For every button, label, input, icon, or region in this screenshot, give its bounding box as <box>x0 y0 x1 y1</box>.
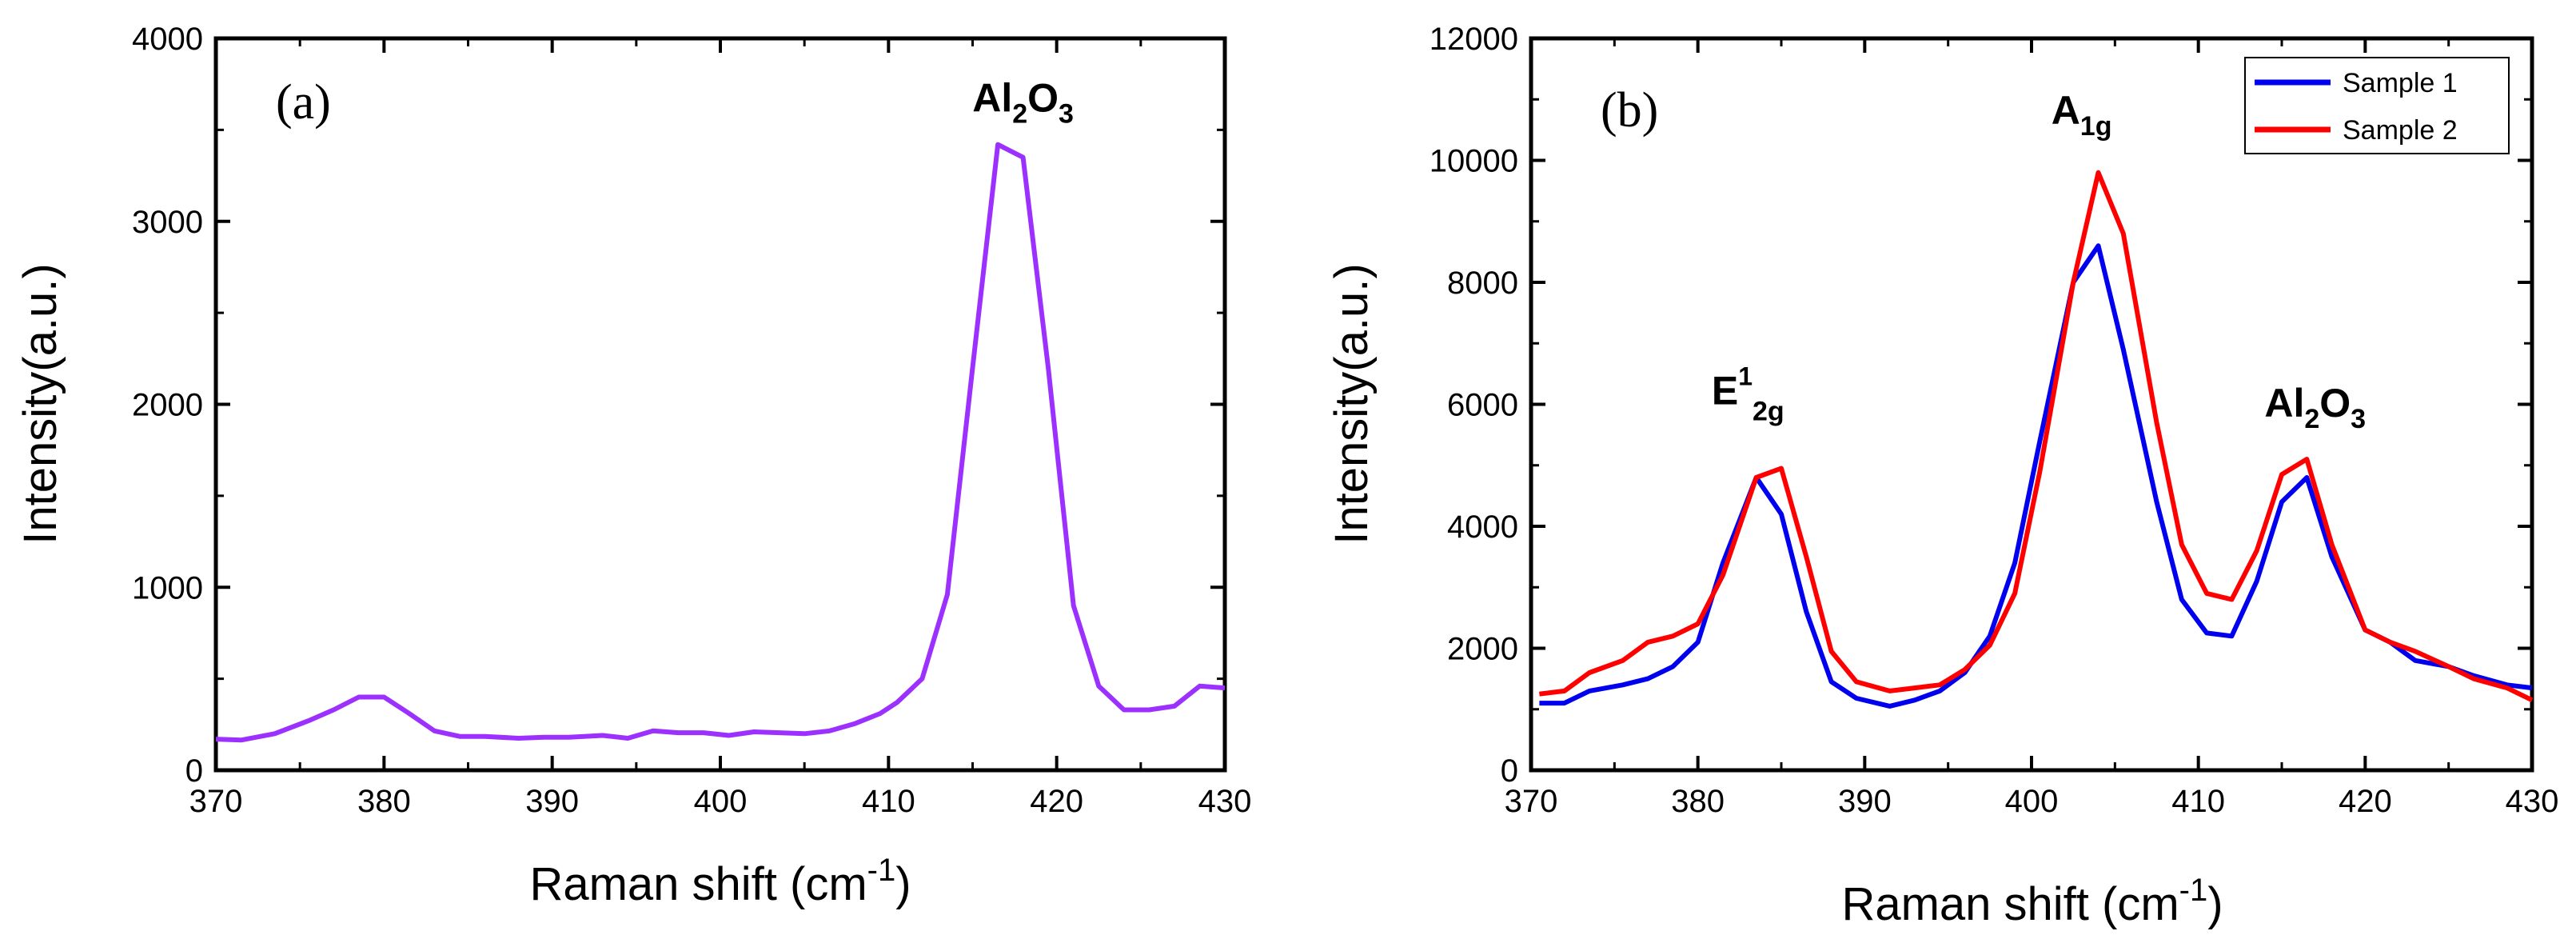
annotation-part: A <box>2052 88 2080 133</box>
y-tick-label: 12000 <box>1430 22 1518 57</box>
peak-annotation: E12g <box>1712 362 1784 427</box>
annotation-part: 2 <box>1012 99 1027 130</box>
x-axis-label-a-end: ) <box>895 858 911 910</box>
x-tick-label: 420 <box>1030 784 1083 819</box>
x-tick-label: 370 <box>189 784 243 819</box>
y-tick-label: 6000 <box>1447 388 1518 423</box>
annotation-part: E <box>1712 369 1738 414</box>
x-axis-label-a-base: Raman shift (cm <box>529 858 867 910</box>
x-axis-label-b-end: ) <box>2207 878 2223 930</box>
x-tick-label: 420 <box>2339 784 2392 819</box>
x-tick-label: 370 <box>1505 784 1558 819</box>
series-line-spectrum <box>215 142 1226 743</box>
chart-panel-b: 370 380 390 400 410 420 430 0 2000 4000 6000 8000 10… <box>1326 22 2558 930</box>
x-tick-label: 390 <box>1838 784 1892 819</box>
peak-annotation: Al2O3 <box>972 76 1074 130</box>
annotation-part: 2 <box>2304 404 2319 434</box>
peak-annotation: A1g <box>2052 88 2112 142</box>
y-axis-label-a: Intensity(a.u.) <box>14 263 66 544</box>
x-axis-label-a-sup: -1 <box>867 853 896 888</box>
x-axis-label-b: Raman shift (cm-1) <box>1841 873 2223 930</box>
annotation-part: 2g <box>1753 397 1784 427</box>
x-tick-label: 400 <box>2005 784 2059 819</box>
legend-label-sample-2: Sample 2 <box>2343 115 2458 146</box>
y-tick-label: 0 <box>1501 753 1518 789</box>
x-axis-label-a: Raman shift (cm-1) <box>529 853 911 910</box>
annotation-part: 3 <box>1059 99 1074 130</box>
y-tick-label: 8000 <box>1447 266 1518 301</box>
peak-annotation: Al2O3 <box>2264 381 2366 434</box>
annotation-part: 1g <box>2080 111 2112 142</box>
axis-ticks-a: 370 380 390 400 410 420 430 0 1000 2000 3000 4000 <box>132 22 1251 819</box>
annotations-a: Al2O3 <box>972 76 1074 130</box>
x-tick-label: 430 <box>1198 784 1252 819</box>
annotation-part: Al <box>972 76 1012 121</box>
annotation-part: 3 <box>2351 404 2366 434</box>
y-tick-label: 1000 <box>132 570 203 605</box>
x-tick-label: 390 <box>525 784 579 819</box>
x-tick-label: 410 <box>862 784 915 819</box>
y-tick-label: 0 <box>185 753 203 789</box>
y-tick-label: 2000 <box>1447 632 1518 667</box>
annotation-part: 1 <box>1738 362 1753 391</box>
chart-panel-a: 370 380 390 400 410 420 430 0 1000 2000 3000 4000 (… <box>14 22 1251 910</box>
x-axis-label-b-base: Raman shift (cm <box>1841 878 2179 930</box>
y-tick-label: 2000 <box>132 388 203 423</box>
y-tick-label: 4000 <box>1447 509 1518 545</box>
x-tick-label: 430 <box>2506 784 2559 819</box>
panel-label-a: (a) <box>276 75 331 130</box>
annotation-part: Al <box>2264 381 2304 426</box>
legend-box <box>2244 57 2510 154</box>
annotations-b: E12g A1g Al2O3 <box>1712 88 2366 434</box>
x-tick-label: 380 <box>1671 784 1725 819</box>
x-tick-label: 410 <box>2171 784 2225 819</box>
annotation-part: O <box>1027 76 1059 121</box>
y-tick-label: 3000 <box>132 205 203 240</box>
y-tick-label: 4000 <box>132 22 203 57</box>
panel-label-b: (b) <box>1601 83 1658 138</box>
annotation-part: O <box>2319 381 2351 426</box>
x-tick-label: 400 <box>694 784 748 819</box>
y-axis-label-b: Intensity(a.u.) <box>1326 263 1378 544</box>
axis-ticks-b: 370 380 390 400 410 420 430 0 2000 4000 6000 8000 10… <box>1430 22 2559 819</box>
x-axis-label-b-sup: -1 <box>2179 873 2208 908</box>
x-tick-label: 380 <box>357 784 411 819</box>
y-tick-label: 10000 <box>1430 144 1518 179</box>
legend: Sample 1 Sample 2 <box>2244 57 2510 154</box>
series-line-sample-2 <box>1539 170 2534 702</box>
legend-label-sample-1: Sample 1 <box>2343 68 2458 98</box>
